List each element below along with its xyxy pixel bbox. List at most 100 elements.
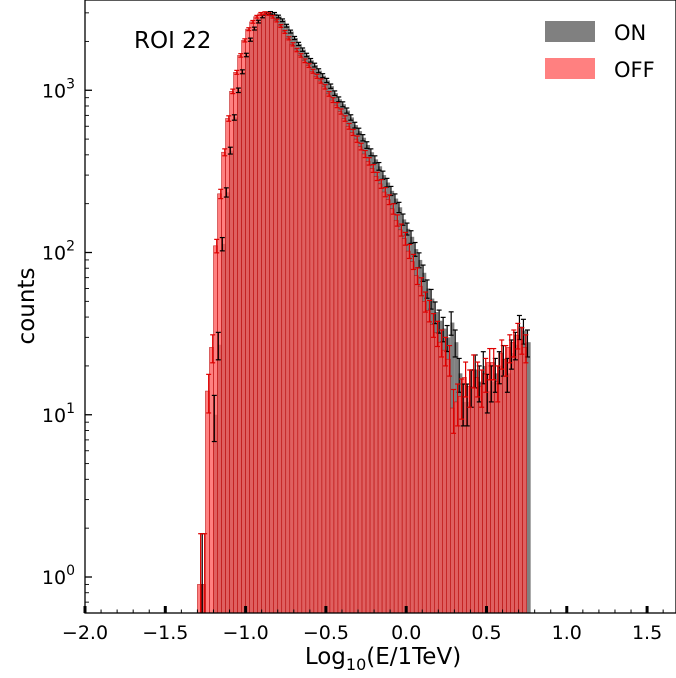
x-tick-label: 1.0 (552, 622, 582, 644)
off-error-bar (519, 327, 525, 355)
off-error-bar (459, 378, 465, 420)
off-error-bar (410, 253, 416, 271)
y-tick-label: 100 (42, 563, 75, 589)
off-error-bar (418, 277, 424, 297)
x-tick-label: −1.5 (142, 622, 188, 644)
y-tick-label: 101 (42, 401, 75, 427)
legend-label-off: OFF (614, 58, 655, 82)
off-error-bar (310, 68, 316, 74)
off-error-bar (455, 383, 461, 427)
x-tick-label: 0.0 (391, 622, 421, 644)
off-bar (301, 60, 307, 614)
off-error-bar (475, 361, 481, 398)
off-error-bar (214, 238, 220, 254)
off-bar (446, 358, 451, 614)
off-error-bar (406, 243, 412, 260)
off-bar (381, 191, 387, 614)
on-error-bar (452, 329, 458, 358)
off-error-bar (499, 339, 505, 370)
on-error-bar (292, 35, 298, 41)
off-bar (429, 324, 435, 614)
off-bar (458, 395, 463, 614)
off-bar (241, 40, 246, 614)
x-tick-label: 0.5 (471, 622, 501, 644)
off-bar (405, 250, 411, 614)
off-error-bar (234, 69, 240, 75)
off-bar (305, 65, 311, 614)
off-bar (425, 310, 431, 614)
y-tick-label: 102 (42, 239, 75, 265)
off-bar (365, 160, 371, 614)
on-error-bar (223, 187, 229, 198)
off-error-bar (290, 42, 296, 47)
off-error-bar (210, 334, 216, 364)
off-bar (293, 49, 299, 614)
legend-label-on: ON (614, 21, 646, 45)
on-error-bar (332, 90, 338, 97)
off-error-bar (398, 223, 404, 237)
on-error-bar (308, 57, 314, 63)
off-bar (345, 125, 351, 614)
on-error-bar (296, 41, 302, 47)
off-series-error-bars (198, 11, 529, 613)
on-error-bar (255, 19, 261, 24)
on-error-bar (247, 37, 253, 42)
off-bar (353, 138, 359, 614)
x-tick-label: −0.5 (303, 622, 349, 644)
off-bar (369, 168, 375, 614)
off-bar (285, 38, 291, 614)
off-error-bar (270, 14, 276, 19)
off-error-bar (334, 102, 340, 109)
off-bar (281, 31, 287, 614)
off-bar (498, 352, 503, 614)
off-error-bar (238, 53, 244, 58)
off-bar (478, 385, 483, 614)
off-bar (329, 99, 335, 614)
x-axis-label: Log10(E/1TeV) (305, 644, 461, 674)
off-error-bar (422, 291, 428, 313)
off-error-bar (443, 336, 449, 367)
off-error-bar (278, 23, 284, 29)
x-tick-label: −1.0 (223, 622, 269, 644)
off-bar (333, 104, 339, 614)
off-bar (297, 55, 303, 614)
off-bar (357, 146, 363, 614)
off-bar (265, 13, 270, 614)
off-bar (261, 12, 266, 614)
off-bar (273, 20, 279, 614)
on-error-bar (235, 87, 241, 94)
off-bar (413, 275, 419, 614)
off-bar (341, 118, 347, 614)
off-bar (373, 175, 379, 614)
off-error-bar (451, 388, 457, 434)
off-error-bar (430, 313, 436, 338)
off-bar (289, 43, 295, 614)
on-error-bar (227, 146, 233, 155)
on-error-bar (316, 68, 322, 74)
on-error-bar (215, 331, 221, 361)
off-bar (221, 151, 226, 614)
off-error-bar (382, 186, 388, 198)
off-error-bar (374, 171, 380, 182)
off-bar (442, 349, 447, 614)
off-error-bar (463, 361, 469, 398)
off-error-bar (282, 29, 288, 34)
on-error-bar (328, 83, 334, 89)
off-bar (522, 347, 527, 614)
off-error-bar (274, 18, 280, 23)
off-error-bar (503, 344, 509, 377)
off-error-bar (414, 267, 420, 286)
off-bar (502, 358, 507, 614)
off-error-bar (515, 322, 521, 350)
off-error-bar (483, 357, 489, 393)
legend-swatch-off (545, 58, 595, 79)
off-bar (417, 285, 423, 614)
y-tick-label: 103 (42, 76, 75, 102)
on-bar (526, 342, 531, 613)
off-error-bar (390, 203, 396, 215)
off-bar (401, 238, 407, 614)
off-error-bar (507, 334, 513, 364)
off-error-bar (523, 334, 529, 364)
off-error-bar (471, 354, 477, 389)
x-tick-label: 1.5 (632, 622, 662, 644)
